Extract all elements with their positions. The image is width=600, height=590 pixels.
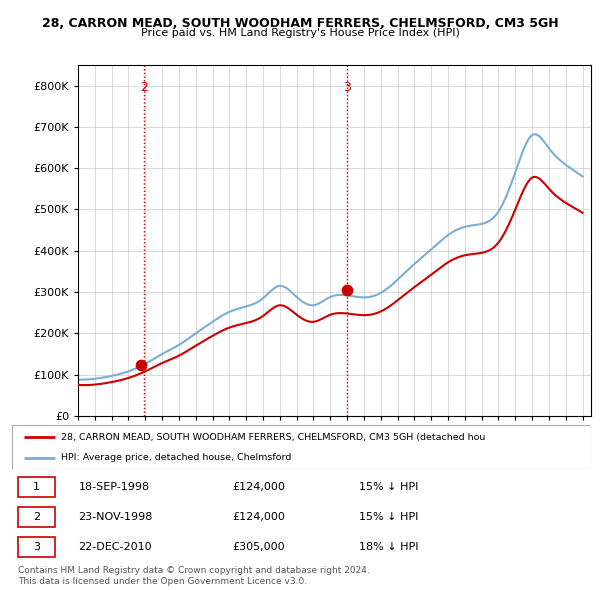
Text: 2: 2 [140, 81, 148, 94]
Text: £305,000: £305,000 [232, 542, 284, 552]
Text: £124,000: £124,000 [232, 482, 285, 492]
Text: Contains HM Land Registry data © Crown copyright and database right 2024.: Contains HM Land Registry data © Crown c… [18, 566, 370, 575]
Text: £124,000: £124,000 [232, 512, 285, 522]
Text: HPI: Average price, detached house, Chelmsford: HPI: Average price, detached house, Chel… [61, 454, 292, 463]
Text: Price paid vs. HM Land Registry's House Price Index (HPI): Price paid vs. HM Land Registry's House … [140, 28, 460, 38]
Point [342, 286, 352, 295]
Text: 23-NOV-1998: 23-NOV-1998 [79, 512, 153, 522]
Text: 3: 3 [343, 81, 350, 94]
Point [136, 360, 145, 369]
Text: 15% ↓ HPI: 15% ↓ HPI [359, 512, 419, 522]
Text: 15% ↓ HPI: 15% ↓ HPI [359, 482, 419, 492]
Text: 1: 1 [33, 482, 40, 492]
Text: 28, CARRON MEAD, SOUTH WOODHAM FERRERS, CHELMSFORD, CM3 5GH (detached hou: 28, CARRON MEAD, SOUTH WOODHAM FERRERS, … [61, 432, 485, 442]
Text: 18% ↓ HPI: 18% ↓ HPI [359, 542, 419, 552]
Text: 3: 3 [33, 542, 40, 552]
FancyBboxPatch shape [18, 536, 55, 557]
Text: This data is licensed under the Open Government Licence v3.0.: This data is licensed under the Open Gov… [18, 577, 307, 586]
FancyBboxPatch shape [18, 507, 55, 527]
Text: 28, CARRON MEAD, SOUTH WOODHAM FERRERS, CHELMSFORD, CM3 5GH: 28, CARRON MEAD, SOUTH WOODHAM FERRERS, … [41, 17, 559, 30]
Text: 2: 2 [33, 512, 40, 522]
Text: 18-SEP-1998: 18-SEP-1998 [79, 482, 150, 492]
FancyBboxPatch shape [18, 477, 55, 497]
Text: 22-DEC-2010: 22-DEC-2010 [79, 542, 152, 552]
FancyBboxPatch shape [12, 425, 591, 469]
